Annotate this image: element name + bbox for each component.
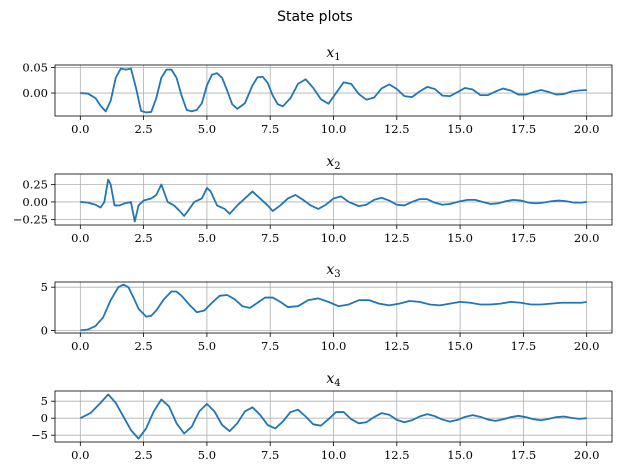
x-tick-label: 12.5 [384,231,410,245]
x-tick-label: 12.5 [384,122,410,136]
x-tick-label: 5.0 [198,448,216,462]
y-tick-label: −0.25 [13,212,48,226]
x-tick-label: 5.0 [198,339,216,353]
subplot-title-x3: x3 [326,262,340,280]
x-tick-label: 10.0 [321,122,347,136]
y-tick-label: 5 [41,280,48,294]
x-tick-label: 20.0 [574,122,600,136]
subplot-x1: x1 0.0 2.5 5.0 7.5 10.0 12.5 15.0 17.5 20.0 0.00 0.… [22,45,613,136]
x-tick-label: 2.5 [134,231,152,245]
x-tick-label: 5.0 [198,231,216,245]
x-tick-label: 7.5 [261,448,279,462]
x-tick-label: 7.5 [261,339,279,353]
x-tick-label: 17.5 [511,339,537,353]
x-tick-label: 20.0 [574,231,600,245]
x-tick-label: 2.5 [134,339,152,353]
x-tick-label: 17.5 [511,448,537,462]
x-tick-label: 15.0 [447,122,473,136]
subplot-x3: x3 0.0 2.5 5.0 7.5 10.0 12.5 15.0 17.5 20.0 0 5 [41,262,613,353]
subplot-title-x1: x1 [326,45,340,63]
x-tick-label: 0.0 [71,448,89,462]
x-tick-label: 7.5 [261,231,279,245]
x-tick-label: 5.0 [198,122,216,136]
x-tick-label: 20.0 [574,339,600,353]
x-tick-label: 15.0 [447,448,473,462]
subplot-x2: x2 0.0 2.5 5.0 7.5 10.0 12.5 15.0 17.5 20.0 −0.25 0… [13,154,613,245]
subplot-title-x4: x4 [326,371,340,389]
subplot-x4: x4 0.0 2.5 5.0 7.5 10.0 12.5 15.0 17.5 20.0 −5 0 5 [31,371,613,462]
y-tick-label: −5 [31,428,48,442]
series-line-x1 [80,67,587,114]
series-line-x2 [80,178,587,223]
x-tick-label: 0.0 [71,339,89,353]
x-tick-label: 17.5 [511,122,537,136]
x-tick-label: 15.0 [447,339,473,353]
y-tick-label: 0.00 [22,86,48,100]
x-tick-label: 20.0 [574,448,600,462]
x-tick-label: 0.0 [71,231,89,245]
x-tick-label: 2.5 [134,448,152,462]
series-line-x3 [80,283,587,332]
subplot-title-x2: x2 [326,154,340,172]
x-tick-label: 7.5 [261,122,279,136]
x-tick-label: 2.5 [134,122,152,136]
x-tick-label: 12.5 [384,448,410,462]
y-tick-label: 0 [41,323,48,337]
y-tick-label: 0.05 [22,61,48,75]
figure-title: State plots [277,9,353,25]
x-tick-label: 17.5 [511,231,537,245]
x-tick-label: 10.0 [321,339,347,353]
x-tick-label: 10.0 [321,231,347,245]
x-tick-label: 15.0 [447,231,473,245]
x-tick-label: 12.5 [384,339,410,353]
subplot-panels: x10.0 2.5 5.0 7.5 10.0 12.5 15.0 17.5 20.00.000.… [13,45,613,462]
x-tick-label: 10.0 [321,448,347,462]
x-tick-label: 0.0 [71,122,89,136]
y-tick-label: 0.00 [22,195,48,209]
y-tick-label: 5 [41,394,48,408]
y-tick-label: 0 [41,411,48,425]
y-tick-label: 0.25 [22,177,48,191]
series-line-x4 [79,393,587,440]
